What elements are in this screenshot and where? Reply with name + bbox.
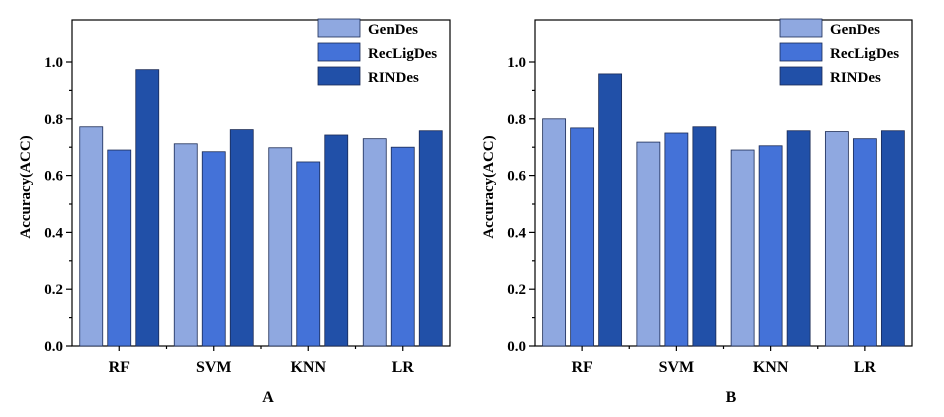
legend-swatch [317, 66, 361, 86]
bar-lr-recligdes [852, 138, 877, 347]
bar-svm-gendes [173, 143, 198, 347]
y-tick-label: 0.6 [507, 169, 526, 185]
x-tick-label: RF [109, 359, 131, 376]
bar-lr-recligdes [390, 146, 415, 347]
y-tick-label: 1.0 [507, 55, 526, 71]
y-tick-label: 1.0 [44, 55, 63, 71]
x-tick-label: SVM [196, 359, 232, 376]
x-tick-label: LR [854, 359, 877, 376]
bar-lr-gendes [824, 131, 849, 347]
chart-panel-a: 0.0 0.2 0.4 0.6 0.8 1.0 Accuracy(ACC) RF SVM KNN L… [18, 18, 451, 406]
x-tick-label: KNN [290, 359, 326, 376]
bar-rf-gendes [79, 126, 104, 347]
bar-lr-rindes [880, 130, 905, 347]
y-tick-label: 0.0 [44, 339, 63, 355]
bar-knn-gendes [268, 147, 293, 347]
legend-label: RecLigDes [830, 46, 899, 62]
bar-rf-recligdes [107, 149, 132, 347]
x-tick-label: RF [571, 359, 593, 376]
y-tick-label: 0.6 [44, 169, 63, 185]
bar-knn-gendes [730, 149, 755, 347]
bar-svm-rindes [229, 129, 254, 347]
legend-swatch [779, 18, 823, 38]
legend-swatch [779, 42, 823, 62]
legend-swatch [779, 66, 823, 86]
y-tick-label: 0.0 [507, 339, 526, 355]
legend-label: RINDes [368, 70, 419, 86]
x-tick-label: SVM [659, 359, 695, 376]
bar-rf-recligdes [570, 127, 595, 347]
legend-label: GenDes [830, 22, 880, 38]
legend-label: RecLigDes [368, 46, 437, 62]
bar-lr-rindes [418, 130, 443, 347]
legend-swatch [317, 42, 361, 62]
bar-rf-rindes [135, 69, 160, 347]
x-tick-label: LR [392, 359, 415, 376]
chart-panel-b: 0.0 0.2 0.4 0.6 0.8 1.0 Accuracy(ACC) RF SVM KNN L… [481, 18, 913, 406]
y-tick-label: 0.4 [507, 225, 526, 241]
bar-svm-gendes [636, 141, 661, 347]
bar-svm-recligdes [201, 151, 226, 347]
panel-label: A [262, 389, 274, 406]
bar-svm-rindes [692, 126, 717, 347]
panel-label: B [726, 389, 737, 406]
bar-svm-recligdes [664, 132, 689, 347]
y-axis-label: Accuracy(ACC) [481, 135, 497, 238]
y-tick-label: 0.8 [44, 112, 63, 128]
y-tick-label: 0.2 [44, 282, 63, 298]
bar-rf-rindes [598, 73, 623, 347]
bar-knn-rindes [786, 130, 811, 347]
y-tick-label: 0.8 [507, 112, 526, 128]
y-tick-label: 0.4 [44, 225, 63, 241]
bar-rf-gendes [542, 118, 567, 347]
legend-swatch [317, 18, 361, 38]
legend-label: GenDes [368, 22, 418, 38]
legend-label: RINDes [830, 70, 881, 86]
bar-lr-gendes [362, 138, 387, 347]
bar-knn-recligdes [758, 145, 783, 347]
bar-knn-recligdes [296, 161, 321, 347]
x-tick-label: KNN [753, 359, 789, 376]
y-tick-label: 0.2 [507, 282, 526, 298]
bar-knn-rindes [324, 134, 349, 347]
y-axis-label: Accuracy(ACC) [18, 135, 34, 238]
